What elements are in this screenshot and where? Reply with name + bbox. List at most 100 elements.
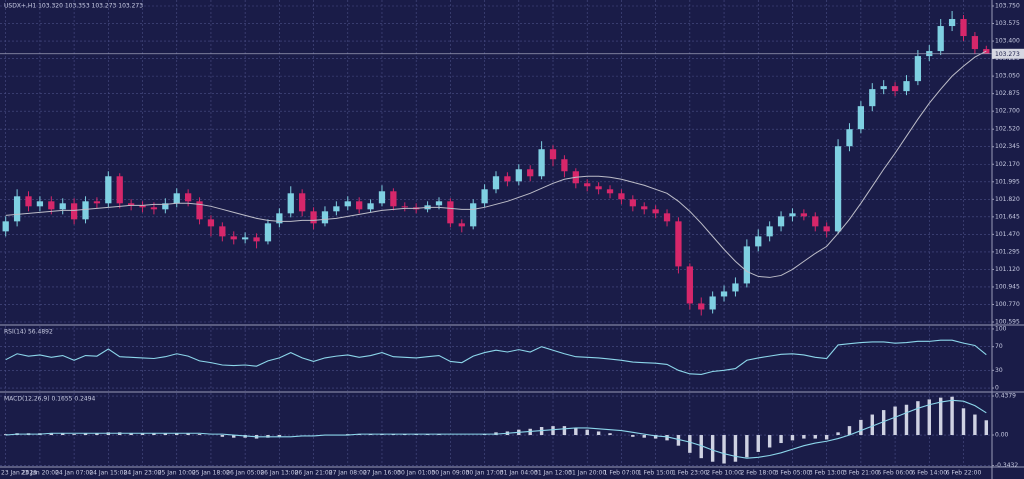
x-tick-label: 24 Jan 07:00 (55, 470, 93, 477)
panel-title: MACD(12,26,9) 0.1655 0.2494 (4, 396, 96, 403)
y-tick-label: 103.575 (995, 20, 1020, 27)
macd-bar (790, 435, 795, 441)
y-tick-label: 101.470 (995, 231, 1020, 238)
candle-body (492, 176, 500, 190)
macd-bar (836, 432, 840, 436)
candle-body (310, 211, 317, 224)
candle-body (481, 189, 488, 204)
candle-body (606, 189, 614, 194)
y-tick-label: 101.820 (995, 196, 1020, 203)
y-tick-label: 100 (995, 325, 1007, 332)
x-tick-label: 1 Feb 15:00 (638, 470, 674, 477)
candle-body (82, 201, 89, 220)
macd-bar (847, 426, 852, 436)
candle-body (13, 196, 21, 222)
candle-body (504, 176, 511, 182)
panel-title: USDX+,H1 103.320 103.353 103.273 103.273 (4, 3, 143, 10)
x-tick-label: 26 Jan 05:00 (226, 470, 264, 477)
candle-body (960, 19, 967, 37)
macd-bar (608, 433, 612, 436)
candle-body (150, 207, 158, 210)
macd-bar (551, 426, 555, 436)
candle-body (777, 216, 785, 227)
macd-bar (688, 435, 692, 453)
macd-bar (779, 435, 783, 444)
candle-body (48, 201, 55, 210)
candle-body (869, 89, 876, 107)
candle-body (173, 193, 180, 204)
y-tick-label: 100.595 (995, 318, 1020, 325)
candle-body (812, 216, 819, 227)
x-tick-label: 31 Jan 04:00 (500, 470, 538, 477)
candle-body (971, 36, 979, 50)
candle-body (378, 191, 386, 204)
y-tick-label: 0.4379 (995, 393, 1016, 400)
candle-body (629, 199, 636, 207)
macd-bar (277, 435, 282, 437)
x-tick-label: 3 Feb 21:00 (843, 470, 879, 477)
candle-body (25, 196, 32, 207)
y-tick-label: 0.00 (995, 432, 1009, 439)
macd-bar (631, 435, 635, 437)
candle-body (219, 226, 226, 237)
y-tick-label: 103.050 (995, 73, 1020, 80)
candle-body (641, 206, 648, 210)
x-tick-label: 25 Jan 10:00 (158, 470, 196, 477)
candle-body (390, 191, 397, 207)
x-tick-label: 6 Feb 06:00 (877, 470, 913, 477)
macd-bar (574, 427, 578, 436)
macd-signal-line (5, 399, 987, 459)
macd-bar (961, 408, 966, 436)
y-tick-label: 101.295 (995, 248, 1020, 255)
x-tick-label: 2 Feb 18:00 (740, 470, 776, 477)
macd-bar (916, 401, 920, 436)
macd-bar (220, 435, 225, 437)
candle-body (139, 205, 146, 208)
candle-body (321, 211, 329, 224)
x-tick-label: 30 Jan 09:00 (431, 470, 469, 477)
candle-body (686, 266, 693, 304)
macd-bar (881, 410, 886, 436)
x-tick-label: 6 Feb 22:00 (946, 470, 982, 477)
candle-body (230, 236, 237, 240)
candle-body (333, 206, 340, 212)
candle-body (857, 106, 865, 130)
candle-body (59, 203, 66, 210)
x-tick-label: 27 Jan 16:00 (363, 470, 401, 477)
x-tick-label: 1 Feb 07:00 (604, 470, 640, 477)
macd-bar (859, 419, 863, 436)
x-tick-label: 26 Jan 21:00 (295, 470, 333, 477)
macd-bar (950, 396, 954, 436)
candle-body (903, 81, 910, 92)
y-tick-label: 103.400 (995, 38, 1020, 45)
x-tick-label: 3 Feb 05:00 (775, 470, 811, 477)
macd-bar (904, 404, 909, 436)
candle-body (823, 226, 830, 232)
macd-bar (756, 435, 760, 452)
candle-body (755, 236, 762, 247)
macd-bar (232, 435, 236, 438)
candle-body (2, 221, 9, 232)
macd-bar (83, 433, 88, 436)
candle-body (549, 149, 557, 160)
macd-bar (61, 433, 65, 436)
candle-body (766, 226, 773, 237)
candle-body (675, 221, 682, 267)
y-tick-label: 102.345 (995, 143, 1020, 150)
y-tick-label: 70 (995, 343, 1003, 350)
candle-body (948, 19, 956, 27)
candle-body (36, 201, 44, 207)
x-tick-label: 6 Feb 14:00 (912, 470, 948, 477)
candle-body (70, 203, 78, 220)
macd-bar (870, 414, 874, 436)
macd-bar (163, 433, 168, 436)
macd-bar (596, 431, 601, 436)
macd-bar (49, 433, 54, 436)
macd-bar (802, 435, 806, 439)
macd-bar (984, 420, 989, 436)
candle-body (162, 203, 169, 210)
x-tick-label: 25 Jan 18:00 (192, 470, 230, 477)
macd-bar (767, 435, 772, 448)
